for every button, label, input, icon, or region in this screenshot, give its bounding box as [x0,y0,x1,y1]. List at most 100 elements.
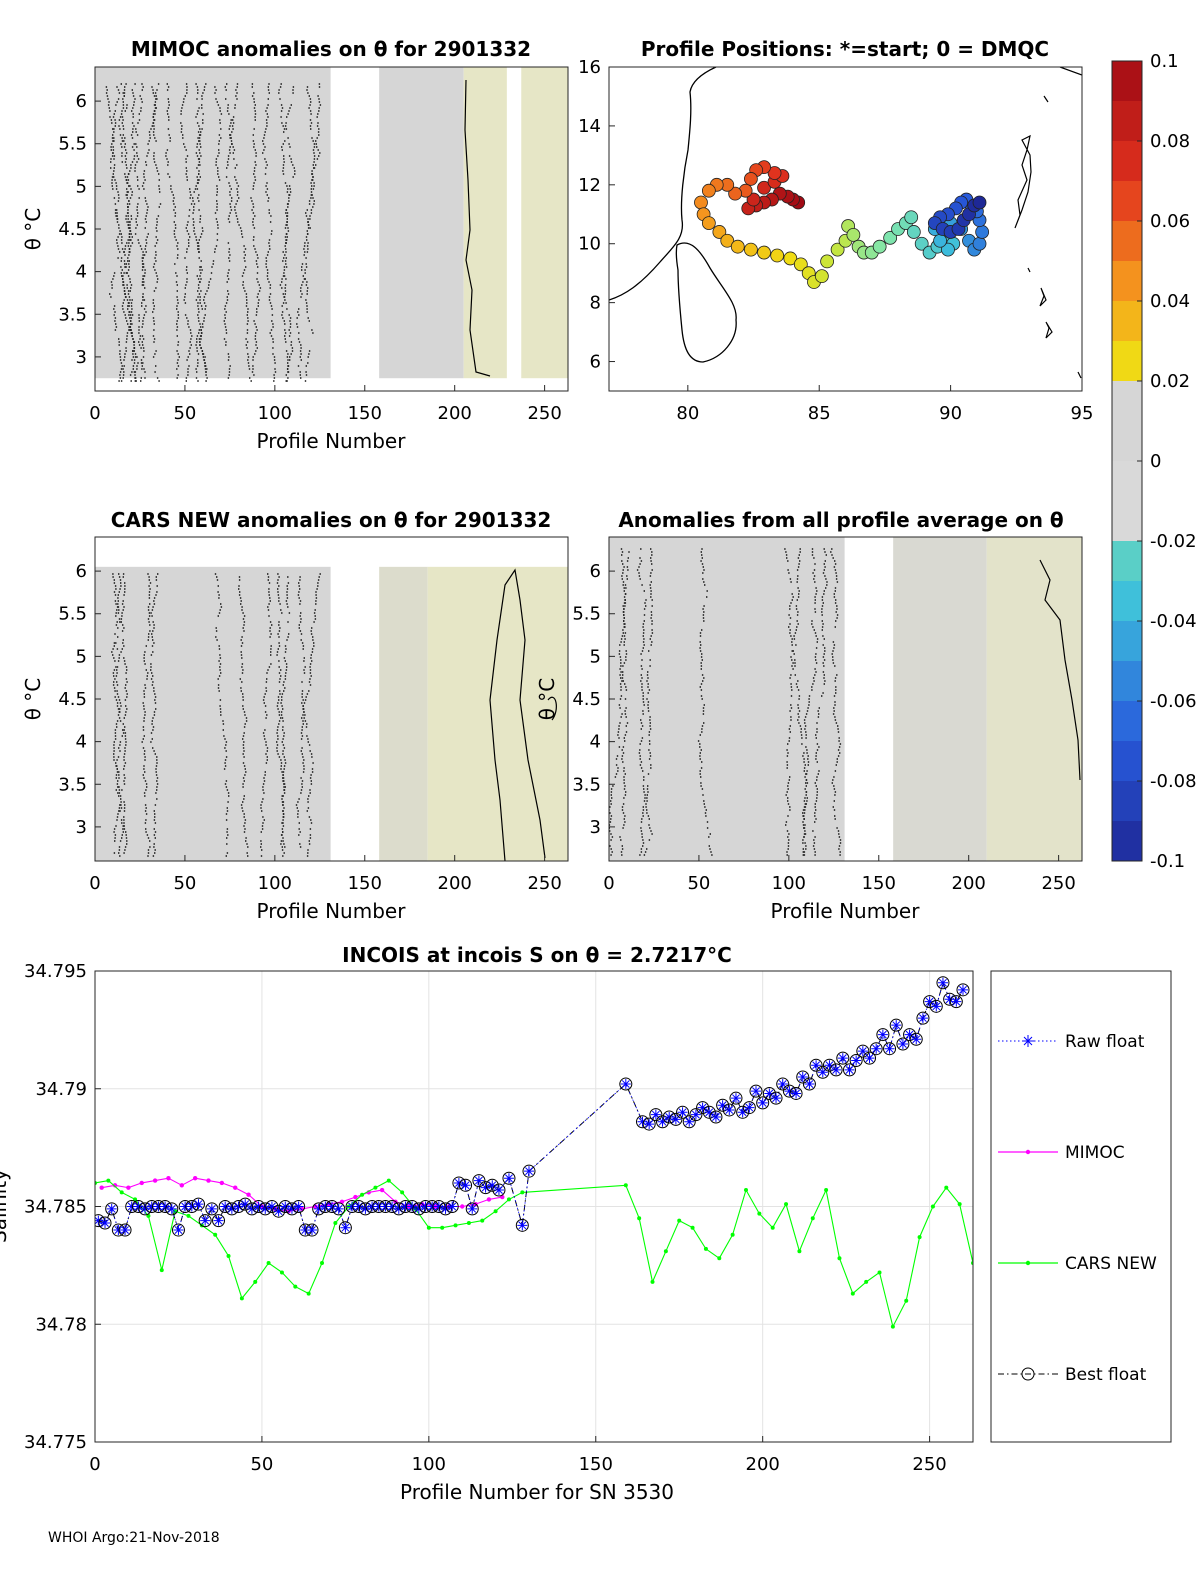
cars-point [106,1178,111,1183]
best-float-marker [439,1202,453,1216]
best-float-marker [876,1028,890,1042]
raw-float-marker [637,1116,648,1127]
heatmap-block [521,67,568,379]
contour-dotted [296,83,322,379]
cars-y-ticks: 6 5.5 5 4.5 4 3.5 3 [58,561,101,838]
position-marker [720,233,735,248]
cars-point [837,1256,842,1261]
cars-point [466,1220,471,1225]
cars-point [400,1190,405,1195]
best-float-marker [782,1084,796,1098]
contour-dotted [262,83,277,382]
best-float-marker [385,1200,399,1213]
contour-dotted [302,573,321,857]
salinity-x-ticks: 0 50 100 150 200 250 [89,1436,947,1475]
allavg-ytick-label: 3.5 [572,774,601,795]
contour-line [464,79,491,377]
allavg-xtick-label: 200 [952,873,986,894]
position-marker [904,210,919,225]
best-float-marker [212,1214,226,1228]
raw-float-marker [427,1201,438,1212]
cars-xlabel: Profile Number [257,899,407,923]
position-marker [914,236,929,251]
best-float-marker [205,1202,219,1216]
raw-float-marker [717,1100,728,1111]
best-float-marker [742,1101,756,1115]
best-float-marker [171,1223,185,1237]
legend-raw-marker [1022,1035,1034,1047]
raw-float-marker [393,1203,404,1214]
best-float-marker [272,1204,286,1218]
raw-float-marker [146,1201,157,1212]
heatmap-block [463,67,507,379]
raw-float-marker [460,1180,471,1191]
best-float-marker [956,983,970,997]
mimoc-point [486,1197,492,1202]
salinity-panel: INCOIS at incois S on θ = 2.7217°C 0 50 10… [0,943,974,1504]
mimoc-xtick-label: 250 [527,403,561,424]
best-float-marker [949,995,963,1009]
position-marker [972,236,987,251]
heatmap-block [379,566,428,861]
cars-point [186,1213,191,1218]
best-float-marker [165,1202,179,1216]
best-float-marker [702,1105,716,1119]
salinity-xtick-label: 150 [579,1454,613,1475]
raw-float-marker [804,1079,815,1090]
cars-point [426,1225,431,1230]
raw-float-marker [911,1034,922,1045]
best-float-marker [258,1202,272,1216]
colorbar-tick-label: -0.1 [1150,851,1185,872]
raw-float-marker [730,1093,741,1104]
raw-float-marker [447,1201,458,1212]
best-float-marker [412,1202,426,1216]
salinity-xtick-label: 250 [912,1454,946,1475]
position-marker [746,192,761,207]
raw-float-marker [186,1201,197,1212]
best-float-marker [662,1110,676,1124]
legend-box [990,970,1172,1443]
cars-point [360,1192,365,1197]
cars-point [650,1279,655,1284]
positions-xtick-label: 95 [1071,403,1094,424]
best-float-marker [225,1202,239,1216]
salinity-xtick-label: 0 [89,1454,100,1475]
raw-float-marker [797,1071,808,1082]
raw-float-marker [884,1043,895,1054]
contour-dotted [141,573,152,857]
contour-dotted [165,83,180,379]
cars-point [877,1270,882,1275]
cars-anomaly-panel: CARS NEW anomalies on θ for 2901332 0 50 1… [21,508,569,923]
position-marker [712,225,727,239]
salinity-ytick-label: 34.79 [35,1079,87,1100]
raw-float-marker [306,1225,317,1236]
raw-float-marker [360,1203,371,1214]
colorbar-segment [1112,661,1142,702]
best-float-marker [749,1084,763,1098]
raw-float-marker [791,1088,802,1099]
best-float-marker [452,1176,466,1190]
mimoc-anomaly-panel: MIMOC anomalies on θ for 2901332 0 50 100 1… [21,37,569,453]
mimoc-point [219,1180,225,1186]
best-float-marker [822,1058,836,1072]
positions-xtick-label: 90 [939,403,962,424]
best-float-marker [642,1117,656,1131]
cars-point [440,1225,445,1230]
raw-float-marker [280,1201,291,1212]
best-float-marker [492,1183,506,1197]
best-float-marker [138,1202,152,1216]
best-float-marker [849,1053,863,1067]
colorbar-segment [1112,421,1142,462]
heatmap-block [986,537,1082,861]
best-float-marker [776,1077,790,1091]
contour-dotted [111,573,122,854]
best-float-marker [479,1181,493,1195]
raw-float-marker [433,1201,444,1212]
raw-float-marker [650,1109,661,1120]
best-float-marker [338,1221,352,1235]
raw-float-marker [480,1182,491,1193]
mimoc-xtick-label: 150 [348,403,382,424]
raw-float-marker [620,1079,631,1090]
raw-float-marker [824,1060,835,1071]
